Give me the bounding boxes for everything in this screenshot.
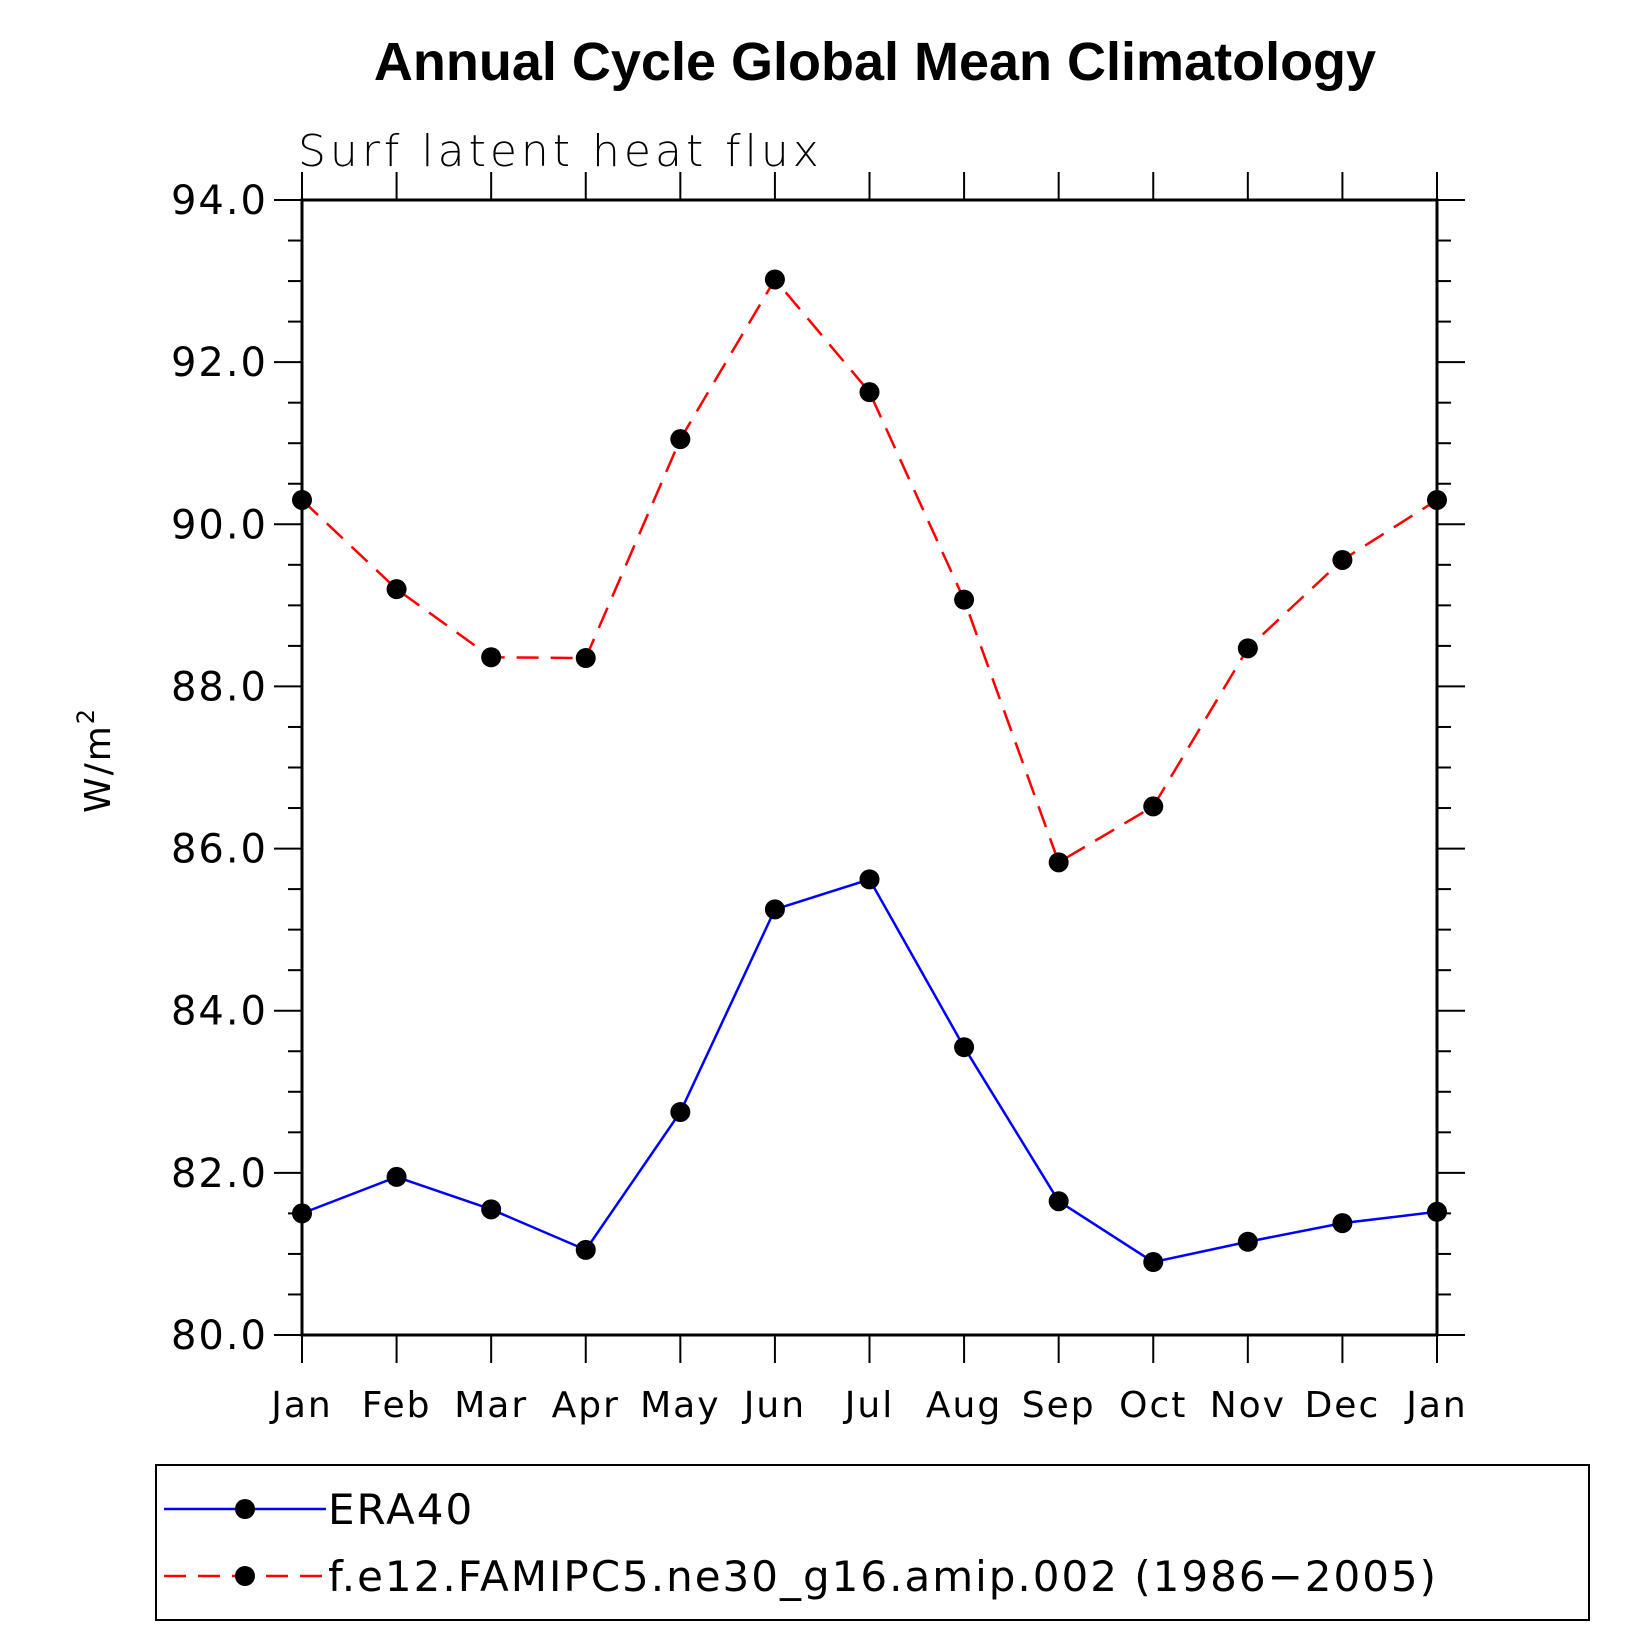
legend-label-0: ERA40 — [328, 1485, 474, 1534]
data-point-series-0 — [1048, 1191, 1069, 1212]
data-point-series-0 — [1143, 1252, 1164, 1273]
data-point-series-1 — [1332, 549, 1353, 570]
data-point-series-0 — [764, 899, 785, 920]
legend-label-1: f.e12.FAMIPC5.ne30_g16.amip.002 (1986−20… — [328, 1552, 1438, 1601]
data-point-series-1 — [670, 429, 691, 450]
series-line-1 — [301, 277, 1438, 865]
data-point-series-1 — [292, 489, 312, 510]
data-point-series-0 — [481, 1199, 502, 1220]
x-tick-label: Jan — [1404, 1385, 1468, 1426]
x-tick-label: Apr — [552, 1385, 620, 1426]
y-tick-label: 86.0 — [171, 827, 268, 873]
data-point-series-0 — [575, 1239, 596, 1260]
x-tick-label: Jun — [742, 1385, 806, 1426]
data-point-series-0 — [1427, 1201, 1447, 1222]
data-point-series-0 — [1237, 1231, 1258, 1252]
data-point-series-1 — [1237, 638, 1258, 659]
y-tick-label: 94.0 — [171, 178, 268, 224]
chart-subtitle: Surf latent heat flux — [298, 126, 823, 177]
data-point-series-0 — [1332, 1213, 1353, 1234]
series-line-0 — [301, 877, 1438, 1264]
data-point-series-1 — [859, 382, 880, 403]
x-tick-label: Jan — [269, 1385, 333, 1426]
plot-layer: 80.0 82.0 84.0 86.0 88.0 90.0 92.0 94.0 Jan Feb Ma… — [171, 172, 1468, 1426]
y-tick-label: 80.0 — [171, 1313, 268, 1359]
x-tick-label: May — [640, 1385, 720, 1426]
data-point-series-1 — [1143, 796, 1164, 817]
y-tick-label: 82.0 — [171, 1151, 268, 1197]
data-point-series-0 — [292, 1203, 312, 1224]
x-tick-label: Jul — [843, 1385, 894, 1426]
x-tick-label: Mar — [454, 1385, 528, 1426]
data-point-series-0 — [859, 869, 880, 890]
y-tick-label: 90.0 — [171, 502, 268, 548]
data-point-series-0 — [670, 1102, 691, 1123]
legend: ERA40 f.e12.FAMIPC5.ne30_g16.amip.002 (19… — [155, 1464, 1590, 1621]
x-tick-label: Feb — [362, 1385, 432, 1426]
y-axis-label-unit: W/m — [78, 724, 119, 813]
x-tick-label: Nov — [1210, 1385, 1286, 1426]
data-point-series-1 — [575, 648, 596, 669]
data-point-series-1 — [764, 269, 785, 290]
y-tick-label: 88.0 — [171, 664, 268, 710]
legend-marker-0 — [235, 1499, 255, 1519]
y-tick-label: 92.0 — [171, 340, 268, 386]
y-axis-label-superscript: 2 — [72, 707, 100, 724]
chart-title: Annual Cycle Global Mean Climatology — [374, 32, 1376, 92]
data-point-series-1 — [481, 647, 502, 668]
x-tick-label: Dec — [1305, 1385, 1381, 1426]
data-point-series-0 — [386, 1166, 407, 1187]
data-point-series-1 — [954, 589, 975, 610]
data-point-series-1 — [386, 579, 407, 600]
data-point-series-1 — [1427, 489, 1447, 510]
x-tick-label: Aug — [926, 1385, 1002, 1426]
data-point-series-1 — [1048, 852, 1069, 873]
y-tick-label: 84.0 — [171, 989, 268, 1035]
legend-marker-1 — [235, 1566, 255, 1586]
x-tick-label: Oct — [1119, 1385, 1187, 1426]
plot-frame — [300, 198, 1439, 1337]
legend-box — [155, 1464, 1590, 1621]
legend-entries: ERA40 f.e12.FAMIPC5.ne30_g16.amip.002 (19… — [164, 1485, 1438, 1601]
y-axis-label: W/m2 — [72, 707, 119, 813]
x-tick-label: Sep — [1022, 1385, 1096, 1426]
data-point-series-0 — [954, 1037, 975, 1058]
